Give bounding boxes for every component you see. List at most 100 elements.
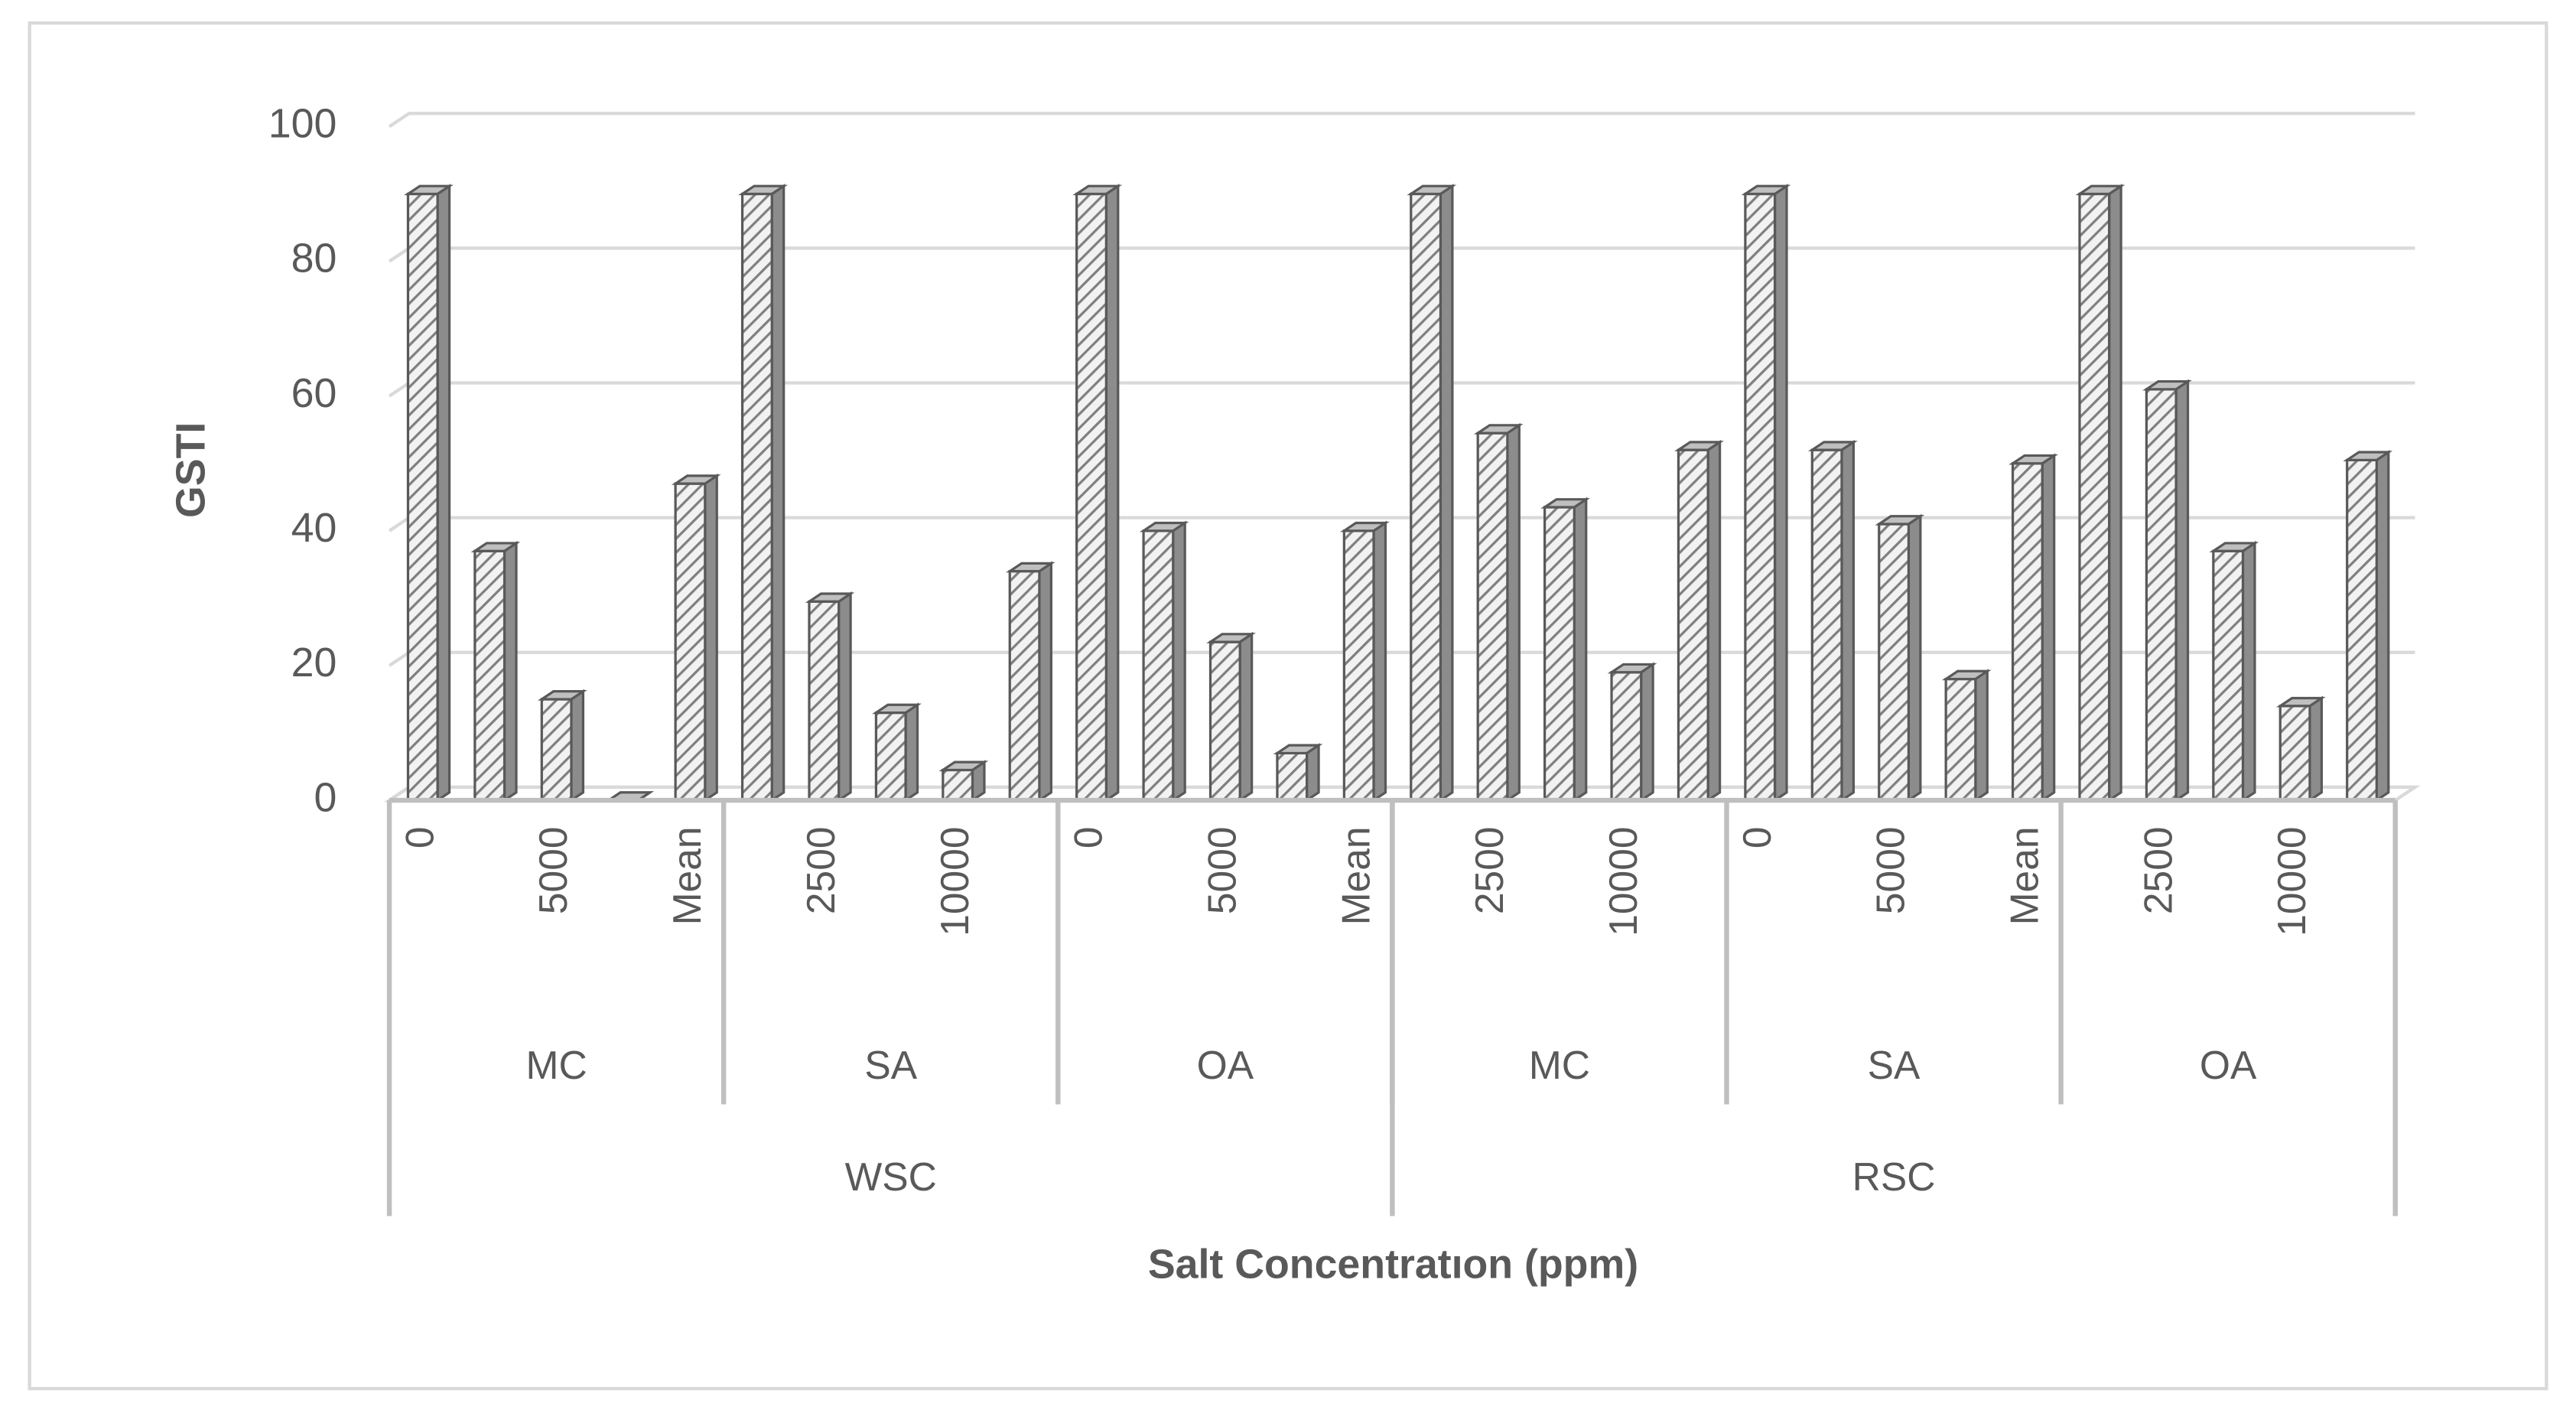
bar [2145, 388, 2178, 802]
bar [1944, 677, 1977, 802]
x-tick-label: 2500 [1467, 826, 1511, 914]
bar-side [1038, 561, 1052, 803]
category-supergroup-label: WSC [845, 1154, 937, 1199]
x-tick-label: 0 [1066, 826, 1111, 848]
bar [942, 768, 974, 802]
bar-top [2075, 184, 2126, 196]
category-group-label: MC [526, 1043, 587, 1087]
bar-side [2174, 379, 2190, 803]
bar-side [570, 689, 585, 803]
bar [1075, 192, 1107, 802]
bar-top [1674, 441, 1724, 451]
bar [2011, 462, 2044, 802]
bar [674, 482, 707, 802]
bar-side [2241, 540, 2256, 803]
bar-top [805, 592, 855, 603]
bar-top [1273, 744, 1323, 755]
bar [1610, 671, 1643, 802]
x-tick-label: 5000 [531, 826, 575, 914]
bar [540, 698, 573, 802]
y-tick-label: 60 [291, 370, 337, 416]
bar-top [537, 690, 587, 701]
bar [2278, 705, 2311, 802]
bar [1342, 529, 1375, 802]
x-tick-label: 10000 [932, 826, 977, 936]
bar-top [2209, 542, 2259, 552]
category-group-label: SA [864, 1043, 917, 1087]
bar [1276, 751, 1309, 802]
bar [740, 192, 773, 802]
x-tick-label: 0 [1735, 826, 1779, 848]
y-axis-title: GSTI [168, 422, 214, 518]
bar-top [2142, 379, 2192, 391]
bar-top [1941, 669, 1992, 681]
bar [808, 600, 841, 802]
bar-side [1506, 422, 1521, 803]
bar-side [1104, 184, 1120, 803]
bar [1677, 448, 1709, 802]
x-tick-label: Mean [2002, 826, 2047, 925]
grid-line [388, 112, 2415, 129]
bar [1543, 506, 1576, 802]
bar-top [1807, 441, 1858, 451]
y-tick-label: 40 [291, 505, 337, 551]
x-tick-label: 10000 [1601, 826, 1645, 936]
bar-top [1072, 184, 1123, 196]
bar [406, 192, 439, 802]
bar-top [470, 542, 521, 552]
y-tick-label: 0 [314, 774, 337, 820]
bar-top [1206, 633, 1256, 643]
y-tick-label: 100 [268, 101, 337, 147]
x-tick-label: 10000 [2269, 826, 2314, 936]
bar-top [1139, 521, 1189, 532]
bar-side [2041, 453, 2056, 803]
y-tick-label: 20 [291, 640, 337, 685]
bar-top [1540, 498, 1591, 509]
x-tick-label: 0 [397, 826, 441, 848]
bar [1810, 448, 1843, 802]
bar-side [503, 540, 518, 803]
bar-side [838, 591, 852, 803]
x-tick-label: 5000 [1199, 826, 1244, 914]
bar-side [1573, 497, 1588, 803]
bar [874, 711, 907, 802]
bar [1008, 570, 1041, 802]
bar [1410, 192, 1442, 802]
y-tick-label: 80 [291, 236, 337, 282]
x-axis-title: Salt Concentratıon (ppm) [1148, 1241, 1638, 1287]
bar-top [1473, 424, 1524, 435]
bar [473, 549, 506, 802]
category-supergroup-label: RSC [1852, 1154, 1936, 1199]
bar-top [1875, 515, 1925, 526]
x-tick-label: 2500 [798, 826, 843, 914]
bar-side [1773, 184, 1788, 803]
bar [1878, 523, 1911, 802]
bar [2212, 549, 2245, 802]
bar-side [1974, 669, 1989, 803]
bar-top [671, 474, 721, 485]
bar-side [1640, 662, 1654, 803]
x-tick-label: 5000 [1869, 826, 1913, 914]
bar-side [1238, 631, 1254, 803]
bar-top [2008, 454, 2059, 465]
bar-side [2375, 450, 2390, 803]
bar-top [938, 760, 989, 772]
x-tick-label: Mean [1333, 826, 1377, 925]
bar-side [2108, 184, 2122, 803]
bar-top [1741, 184, 1791, 196]
bar [1744, 192, 1777, 802]
bar-side [1706, 439, 1722, 803]
bar-side [1439, 184, 1454, 803]
bar-top [872, 703, 922, 715]
bar-top [1005, 562, 1055, 573]
bar-side [770, 184, 785, 803]
bar-top [404, 184, 454, 196]
category-group-label: OA [2200, 1043, 2257, 1087]
bar-side [1907, 513, 1922, 803]
bar-top [738, 184, 789, 196]
bar [2346, 458, 2378, 802]
bar-side [1840, 439, 1856, 803]
bar-side [1305, 743, 1320, 803]
